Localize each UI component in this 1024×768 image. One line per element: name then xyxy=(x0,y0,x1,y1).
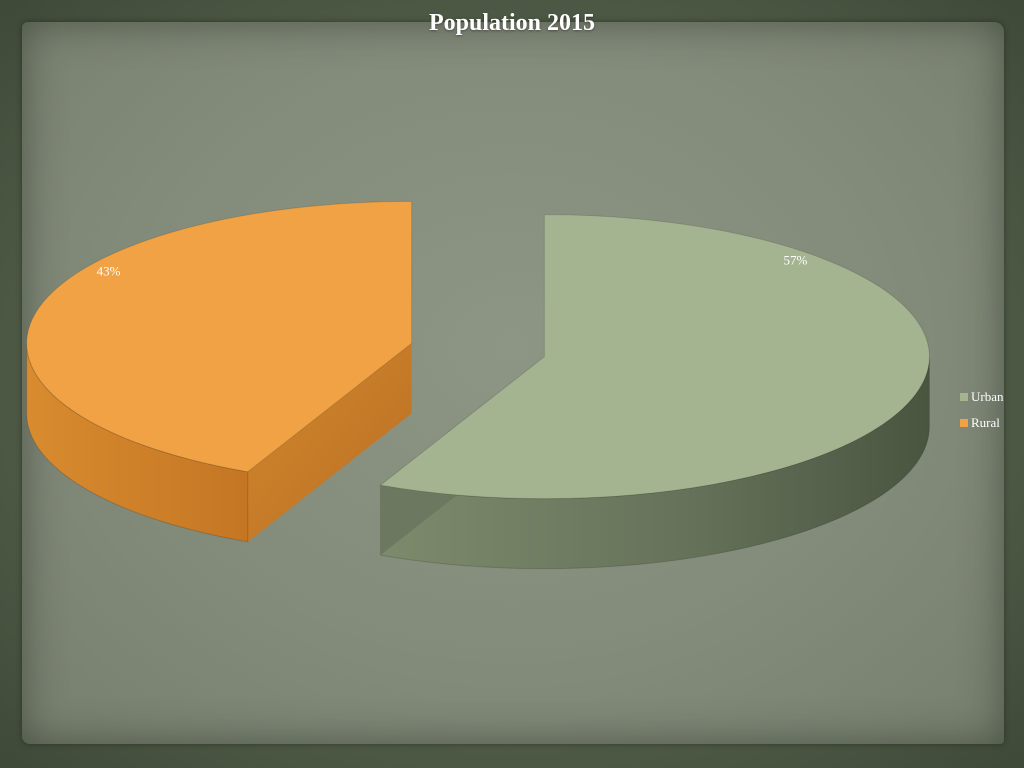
legend-label-urban: Urban xyxy=(971,389,1004,404)
chart-legend: Urban Rural xyxy=(960,384,1004,436)
chart-title: Population 2015 xyxy=(428,10,596,36)
pie-slice-urban-top xyxy=(379,214,930,500)
legend-item-urban: Urban xyxy=(960,384,1004,410)
pie-slice-rural-top xyxy=(26,200,413,473)
legend-swatch-urban xyxy=(960,393,968,401)
pie-slice-rural xyxy=(26,200,413,543)
legend-swatch-rural xyxy=(960,419,968,427)
legend-label-rural: Rural xyxy=(971,415,1000,430)
pie-slice-urban-side xyxy=(379,356,930,570)
pie-slice-rural-cut-face xyxy=(247,343,412,542)
data-label-rural: 43% xyxy=(97,264,121,279)
pie-slice-urban xyxy=(379,214,930,570)
legend-item-rural: Rural xyxy=(960,410,1004,436)
data-label-urban: 57% xyxy=(784,253,808,268)
